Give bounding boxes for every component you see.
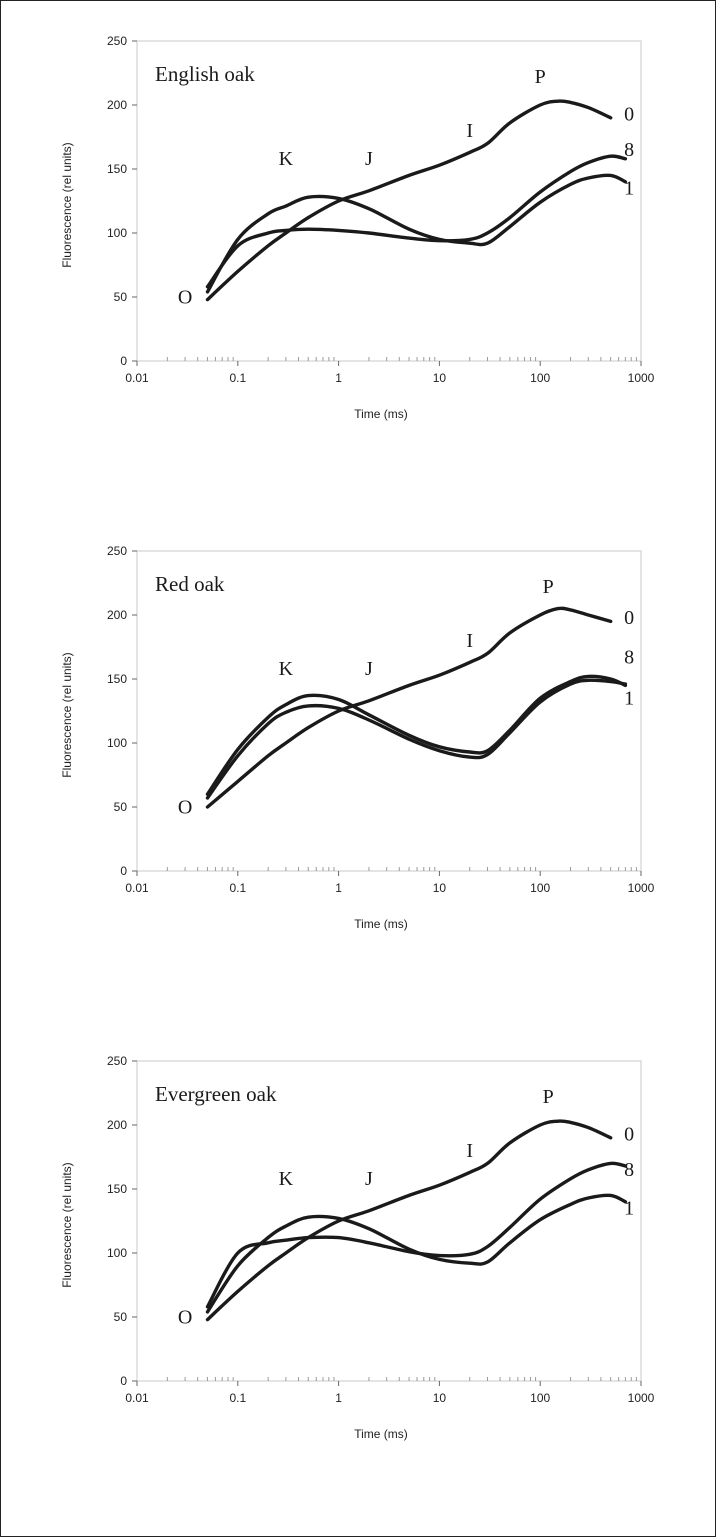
series-label-8: 8: [624, 1159, 634, 1181]
y-tick-label: 200: [107, 1118, 127, 1132]
plot-frame: [136, 1060, 642, 1382]
point-label-i: I: [466, 1140, 473, 1162]
point-label-i: I: [466, 630, 473, 652]
series-line-1: [205, 1193, 628, 1314]
point-label-p: P: [543, 576, 554, 598]
series-label-1: 1: [624, 1198, 634, 1220]
series-label-0: 0: [624, 103, 634, 125]
y-tick-label: 200: [107, 608, 127, 622]
y-tick-label: 150: [107, 162, 127, 176]
y-tick-label: 250: [107, 34, 127, 48]
x-tick-label: 1000: [628, 371, 655, 385]
x-tick-label: 0.01: [125, 1391, 149, 1405]
x-tick-label: 0.1: [229, 881, 246, 895]
x-axis-title: Time (ms): [354, 407, 408, 421]
point-label-k: K: [279, 1168, 294, 1190]
x-tick-label: 0.1: [229, 1391, 246, 1405]
x-tick-label: 100: [530, 1391, 550, 1405]
y-tick-label: 50: [114, 800, 128, 814]
series-line-0: [205, 1119, 613, 1322]
panel-title: Red oak: [155, 572, 225, 596]
series-label-0: 0: [624, 607, 634, 629]
x-tick-label: 1000: [628, 881, 655, 895]
x-tick-label: 1: [335, 371, 342, 385]
y-axis-title: Fluorescence (rel units): [60, 652, 74, 777]
point-label-o: O: [178, 1306, 192, 1328]
y-tick-label: 200: [107, 98, 127, 112]
plot-frame: [136, 40, 642, 362]
y-tick-label: 100: [107, 226, 127, 240]
x-tick-label: 100: [530, 881, 550, 895]
series-label-1: 1: [624, 688, 634, 710]
x-tick-label: 100: [530, 371, 550, 385]
y-tick-label: 150: [107, 1182, 127, 1196]
y-tick-label: 100: [107, 736, 127, 750]
x-axis-title: Time (ms): [354, 1427, 408, 1441]
series-label-8: 8: [624, 139, 634, 161]
plot-frame: [136, 550, 642, 872]
point-label-j: J: [365, 148, 373, 170]
y-tick-label: 50: [114, 290, 128, 304]
y-tick-label: 250: [107, 544, 127, 558]
point-label-o: O: [178, 796, 192, 818]
x-tick-label: 1: [335, 881, 342, 895]
series-line-1: [205, 173, 628, 294]
y-tick-label: 0: [120, 1374, 127, 1388]
series-line-8: [205, 678, 628, 800]
series-label-8: 8: [624, 647, 634, 669]
point-label-p: P: [543, 1086, 554, 1108]
x-axis-title: Time (ms): [354, 917, 408, 931]
x-tick-label: 1000: [628, 1391, 655, 1405]
y-axis-title: Fluorescence (rel units): [60, 142, 74, 267]
y-tick-label: 150: [107, 672, 127, 686]
y-tick-label: 100: [107, 1246, 127, 1260]
series-line-0: [205, 606, 613, 809]
x-tick-label: 1: [335, 1391, 342, 1405]
series-label-1: 1: [624, 178, 634, 200]
x-tick-label: 10: [433, 371, 447, 385]
x-tick-label: 0.1: [229, 371, 246, 385]
point-label-k: K: [279, 658, 294, 680]
series-line-8: [205, 1161, 628, 1309]
x-tick-label: 0.01: [125, 881, 149, 895]
y-axis-title: Fluorescence (rel units): [60, 1162, 74, 1287]
x-tick-label: 10: [433, 1391, 447, 1405]
y-tick-label: 250: [107, 1054, 127, 1068]
point-label-j: J: [365, 1168, 373, 1190]
y-tick-label: 50: [114, 1310, 128, 1324]
series-line-1: [205, 674, 628, 796]
point-label-o: O: [178, 286, 192, 308]
series-label-0: 0: [624, 1123, 634, 1145]
y-tick-label: 0: [120, 354, 127, 368]
series-line-8: [205, 154, 628, 289]
point-label-k: K: [279, 148, 294, 170]
point-label-j: J: [365, 658, 373, 680]
series-line-0: [205, 99, 613, 302]
x-tick-label: 10: [433, 881, 447, 895]
y-tick-label: 0: [120, 864, 127, 878]
point-label-p: P: [535, 66, 546, 88]
panel-title: Evergreen oak: [155, 1082, 277, 1106]
panel-title: English oak: [155, 62, 255, 86]
point-label-i: I: [466, 120, 473, 142]
x-tick-label: 0.01: [125, 371, 149, 385]
